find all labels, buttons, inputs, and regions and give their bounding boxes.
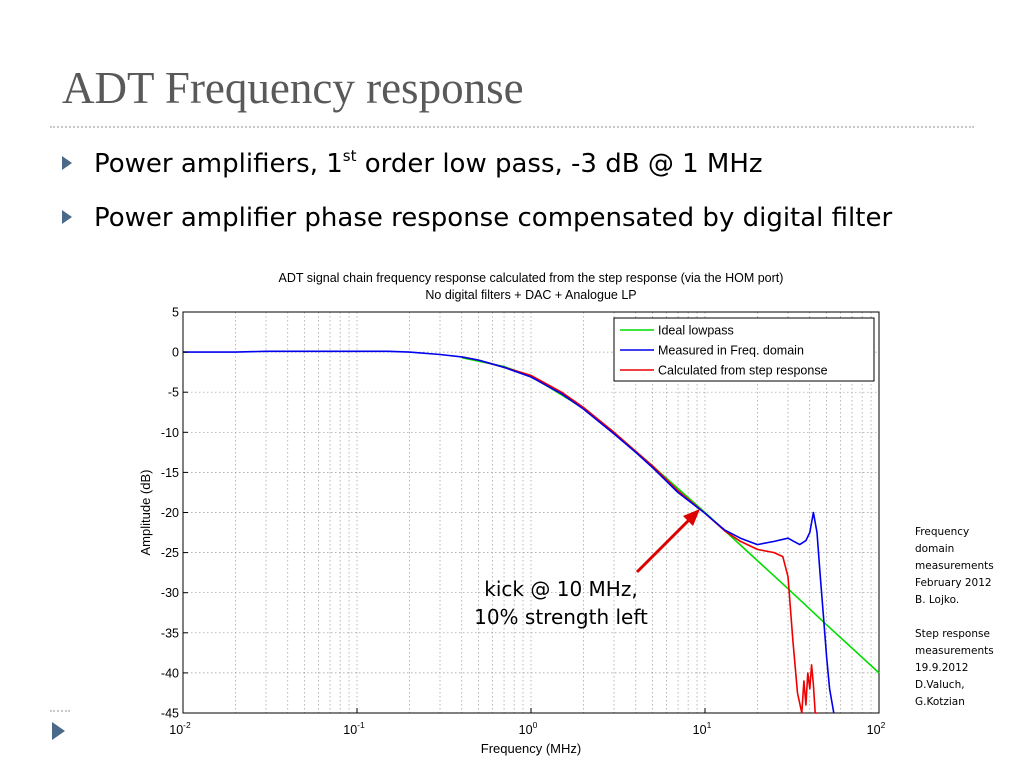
y-tick-label: -10	[161, 426, 179, 440]
page-title: ADT Frequency response	[62, 63, 524, 113]
bullet-text-rest: order low pass, -3 dB @ 1 MHz	[356, 149, 763, 179]
note-line: measurements	[915, 645, 994, 657]
note-line: B. Lojko.	[915, 594, 960, 606]
series-line	[461, 356, 817, 714]
annotation-line: kick @ 10 MHz,	[484, 577, 638, 601]
annotation-line: 10% strength left	[474, 605, 648, 629]
y-tick-label: 5	[172, 306, 179, 320]
kick-annotation: kick @ 10 MHz, 10% strength left	[466, 575, 656, 631]
series-line	[183, 350, 835, 714]
title-divider	[50, 126, 974, 128]
note-line: measurements	[915, 560, 994, 572]
measurement-notes: Frequency domain measurements February 2…	[915, 524, 1019, 711]
note-line: 19.9.2012	[915, 662, 969, 674]
arrow-shaft	[635, 514, 695, 574]
legend-box	[613, 317, 875, 382]
triangle-bullet-icon	[62, 156, 72, 170]
note-line: Frequency	[915, 526, 970, 538]
annotation-arrow	[635, 509, 700, 574]
note-spacer	[915, 609, 1019, 626]
y-tick-label: -40	[161, 666, 179, 680]
bullet-list: Power amplifiers, 1st order low pass, -3…	[62, 144, 892, 252]
arrow-head	[683, 509, 700, 526]
y-tick-label: -30	[161, 586, 179, 600]
legend-label: Calculated from step response	[658, 364, 828, 378]
x-tick-label: 102	[867, 720, 886, 737]
note-line: Step response	[915, 628, 990, 640]
x-tick-label: 100	[519, 720, 538, 737]
y-tick-label: -5	[168, 386, 179, 400]
y-axis-label: Amplitude (dB)	[138, 470, 153, 556]
legend-label: Measured in Freq. domain	[658, 344, 804, 358]
y-tick-label: -20	[161, 506, 179, 520]
y-tick-label: 0	[172, 346, 179, 360]
bullet-text: Power amplifiers, 1	[94, 149, 343, 179]
note-line: domain	[915, 543, 955, 555]
x-tick-label: 10-2	[169, 720, 191, 737]
bullet-text: Power amplifier phase response compensat…	[94, 203, 893, 233]
x-tick-label: 10-1	[343, 720, 365, 737]
bullet-item: Power amplifiers, 1st order low pass, -3…	[62, 144, 892, 198]
y-tick-label: -25	[161, 546, 179, 560]
legend-label: Ideal lowpass	[658, 324, 734, 338]
note-line: G.Kotzian	[915, 696, 965, 708]
y-tick-label: -35	[161, 626, 179, 640]
bullet-item: Power amplifier phase response compensat…	[62, 198, 892, 252]
bullet-superscript: st	[342, 147, 357, 165]
x-tick-label: 101	[693, 720, 712, 737]
x-axis-label: Frequency (MHz)	[481, 741, 581, 756]
note-line: February 2012	[915, 577, 992, 589]
chart-legend: Ideal lowpass Measured in Freq. domain Cal…	[613, 317, 875, 382]
y-tick-label: -15	[161, 466, 179, 480]
chart-series	[183, 350, 880, 714]
triangle-bullet-icon	[62, 210, 72, 224]
next-slide-icon[interactable]	[52, 722, 65, 740]
chart-title: ADT signal chain frequency response calc…	[279, 271, 784, 285]
y-tick-label: -45	[161, 707, 179, 721]
chart-grid	[182, 311, 879, 714]
footer-divider	[50, 710, 70, 712]
note-line: D.Valuch,	[915, 679, 965, 691]
chart-subtitle: No digital filters + DAC + Analogue LP	[425, 288, 636, 302]
